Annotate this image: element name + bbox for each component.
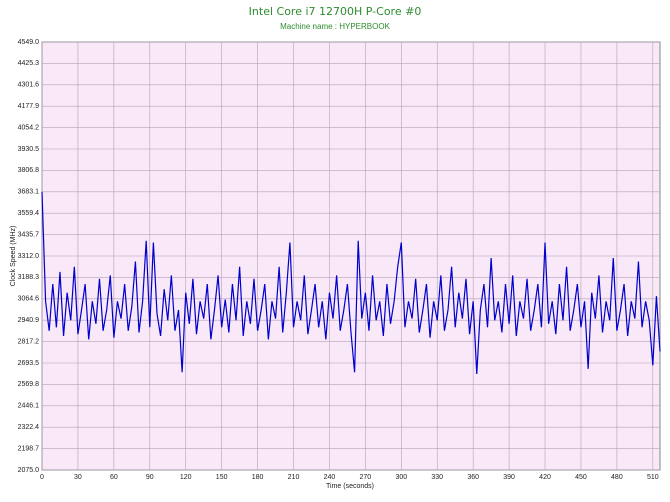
chart-title: Intel Core i7 12700H P-Core #0 [249,5,422,18]
x-tick-label: 390 [503,474,515,481]
x-tick-label: 480 [611,474,623,481]
x-tick-label: 0 [40,474,44,481]
y-tick-label: 3806.8 [18,167,40,174]
y-tick-label: 2817.2 [18,338,40,345]
y-tick-label: 2569.8 [18,381,40,388]
x-tick-label: 60 [110,474,118,481]
y-tick-label: 3559.4 [18,210,40,217]
y-tick-label: 3435.7 [18,231,40,238]
y-tick-label: 2322.4 [18,424,40,431]
x-tick-label: 270 [360,474,372,481]
y-tick-label: 3188.3 [18,274,40,281]
y-tick-label: 4177.9 [18,103,40,110]
y-tick-label: 3683.1 [18,189,40,196]
x-tick-label: 150 [216,474,228,481]
y-axis-label: Clock Speed (MHz) [10,226,17,287]
x-tick-label: 360 [467,474,479,481]
x-tick-label: 420 [539,474,551,481]
x-tick-label: 300 [395,474,407,481]
y-tick-label: 4054.2 [18,124,40,131]
x-tick-label: 180 [252,474,264,481]
data-line [41,191,661,375]
x-tick-label: 450 [575,474,587,481]
y-tick-label: 2198.7 [18,445,40,452]
y-tick-label: 2940.9 [18,317,40,324]
y-tick-label: 3064.6 [18,296,40,303]
chart-subtitle: Machine name : HYPERBOOK [280,22,390,31]
y-tick-label: 4549.0 [18,39,40,46]
x-tick-label: 30 [74,474,82,481]
x-tick-label: 510 [647,474,659,481]
y-tick-label: 3930.5 [18,146,40,153]
y-tick-label: 4301.6 [18,82,40,89]
y-tick-label: 4425.3 [18,60,40,67]
x-tick-label: 330 [431,474,443,481]
y-tick-label: 2693.5 [18,360,40,367]
x-tick-label: 240 [324,474,336,481]
y-tick-label: 2075.0 [18,467,40,474]
x-axis-label: Time (seconds) [326,483,374,490]
x-tick-label: 210 [288,474,300,481]
y-tick-label: 3312.0 [18,253,40,260]
x-tick-label: 90 [146,474,154,481]
x-tick-label: 120 [180,474,192,481]
y-tick-label: 2446.1 [18,403,40,410]
